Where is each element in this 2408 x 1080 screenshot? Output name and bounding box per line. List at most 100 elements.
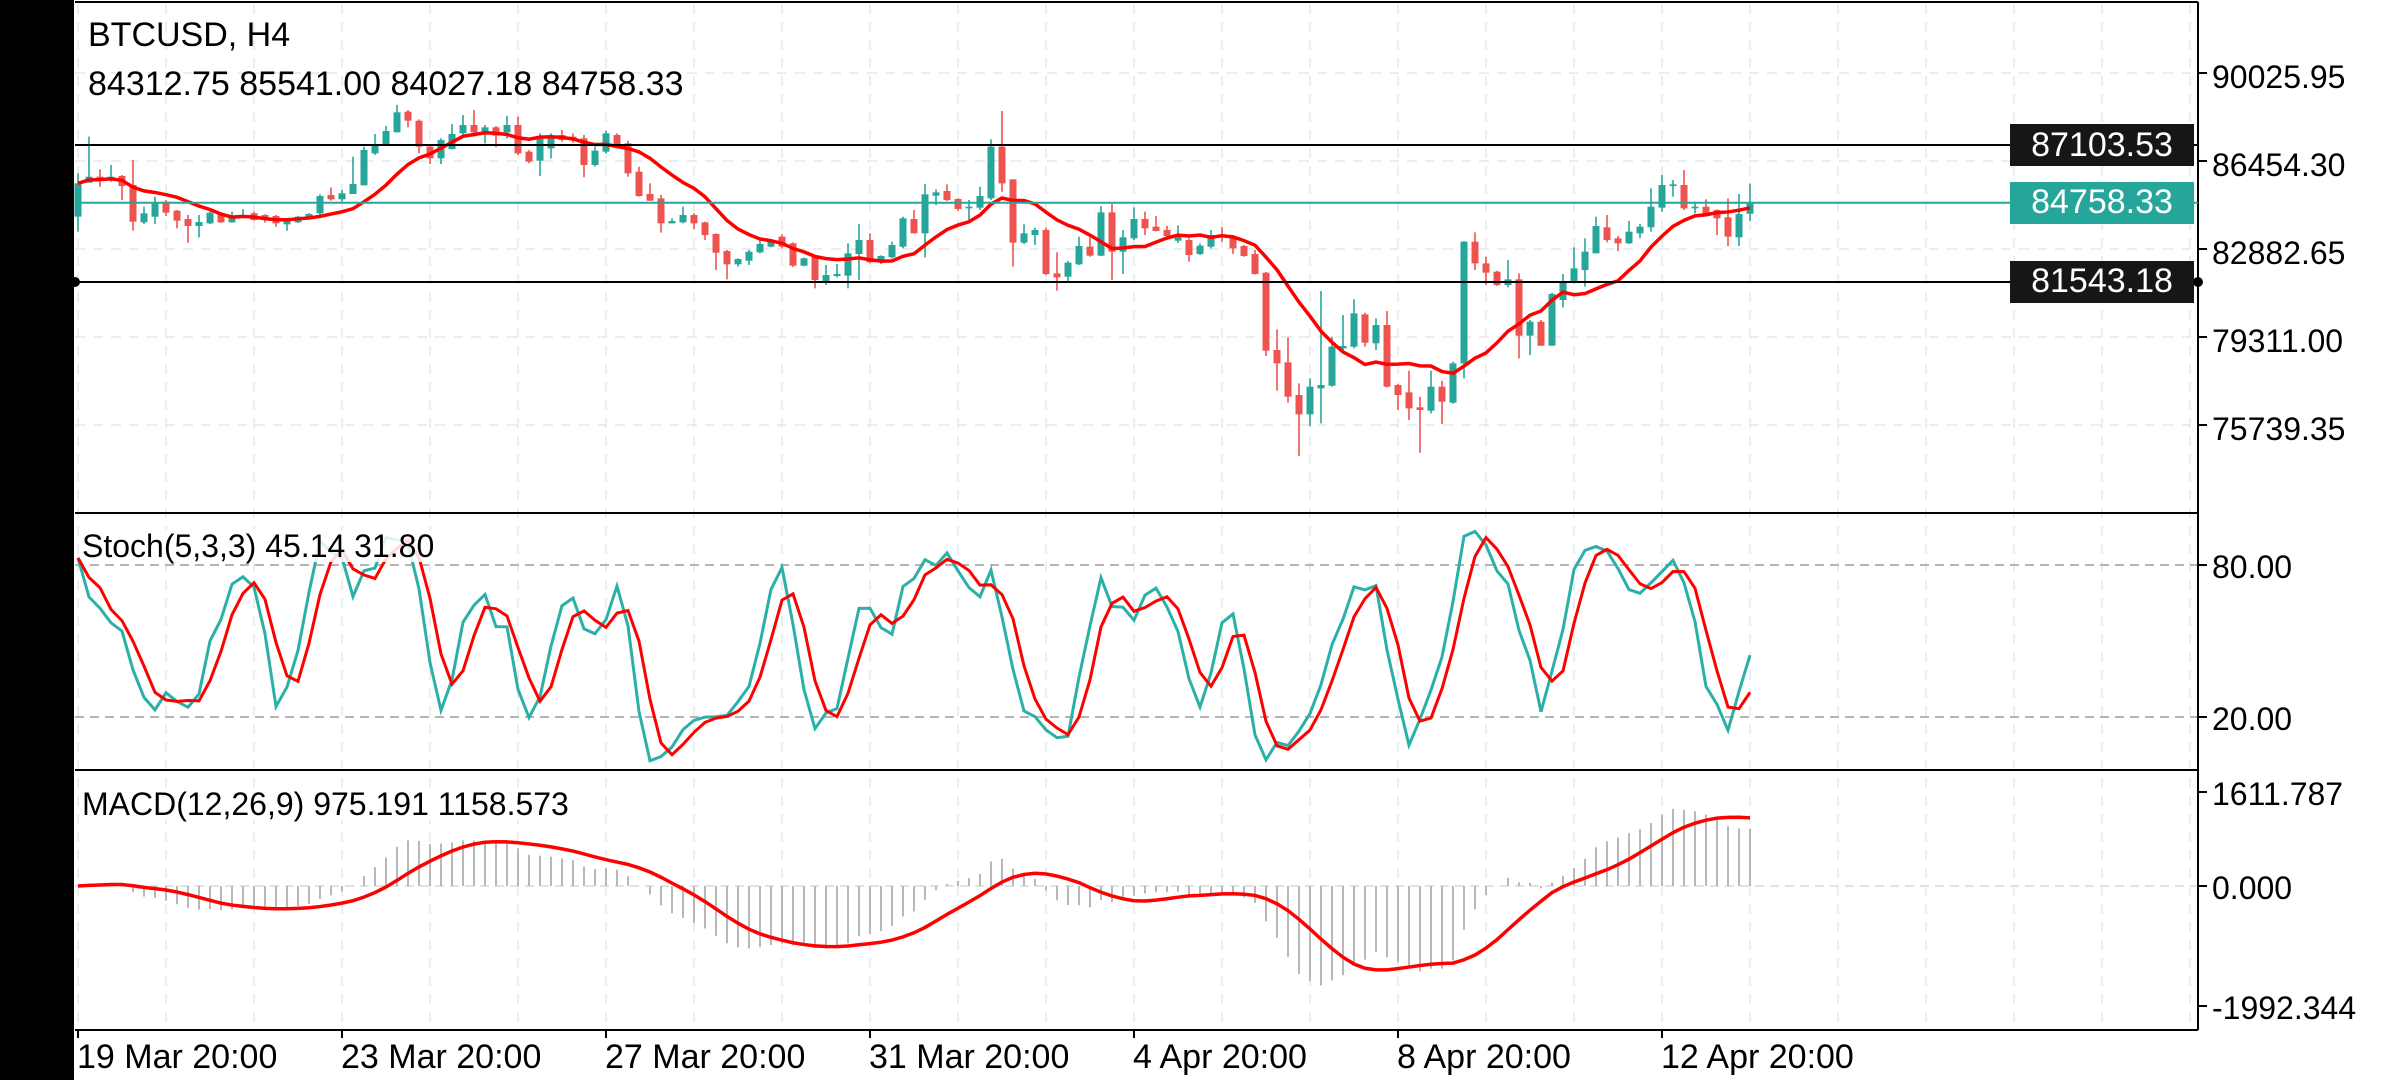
- candle[interactable]: [1207, 230, 1215, 249]
- candle[interactable]: [1042, 227, 1050, 276]
- candle[interactable]: [811, 255, 819, 289]
- candle[interactable]: [943, 184, 951, 202]
- candle[interactable]: [1240, 244, 1248, 257]
- candle[interactable]: [1581, 238, 1589, 287]
- candle[interactable]: [690, 213, 698, 230]
- candle[interactable]: [910, 210, 918, 234]
- candle[interactable]: [1372, 318, 1380, 351]
- candle[interactable]: [316, 194, 324, 216]
- candle[interactable]: [1141, 211, 1149, 236]
- candle[interactable]: [855, 224, 863, 281]
- candle[interactable]: [679, 206, 687, 224]
- candle[interactable]: [184, 215, 192, 243]
- price-level-tag[interactable]: 87103.53: [2010, 124, 2194, 166]
- candle[interactable]: [1427, 370, 1435, 414]
- candle[interactable]: [1460, 241, 1468, 379]
- candle[interactable]: [1009, 179, 1017, 267]
- candle[interactable]: [1097, 206, 1105, 257]
- candle[interactable]: [1064, 261, 1072, 282]
- candle[interactable]: [1119, 230, 1127, 275]
- candle[interactable]: [1317, 290, 1325, 424]
- candle[interactable]: [1636, 224, 1644, 239]
- candle[interactable]: [1438, 380, 1446, 425]
- candle[interactable]: [1130, 207, 1138, 241]
- candle[interactable]: [591, 146, 599, 167]
- candle[interactable]: [382, 125, 390, 145]
- candle[interactable]: [1625, 220, 1633, 245]
- candle[interactable]: [1361, 312, 1369, 347]
- candle[interactable]: [1328, 336, 1336, 387]
- candle[interactable]: [1251, 249, 1259, 275]
- candle[interactable]: [668, 218, 676, 224]
- candle[interactable]: [1570, 247, 1578, 284]
- candle[interactable]: [195, 215, 203, 238]
- candle[interactable]: [338, 190, 346, 202]
- candle[interactable]: [1471, 232, 1479, 271]
- candle[interactable]: [888, 241, 896, 259]
- candle[interactable]: [173, 210, 181, 229]
- candle[interactable]: [459, 115, 467, 136]
- candle[interactable]: [206, 211, 214, 225]
- candle[interactable]: [1592, 216, 1600, 254]
- candle[interactable]: [1053, 252, 1061, 291]
- candle[interactable]: [1350, 299, 1358, 349]
- candle[interactable]: [1086, 237, 1094, 257]
- candle[interactable]: [1284, 337, 1292, 403]
- candle[interactable]: [1614, 236, 1622, 252]
- candle[interactable]: [1020, 224, 1028, 245]
- candle[interactable]: [470, 110, 478, 137]
- candle[interactable]: [998, 111, 1006, 192]
- candle[interactable]: [1669, 180, 1677, 197]
- candle[interactable]: [1416, 396, 1424, 453]
- level-handle[interactable]: [2193, 276, 2203, 287]
- candle[interactable]: [1152, 215, 1160, 232]
- candle[interactable]: [1482, 256, 1490, 286]
- candle[interactable]: [1108, 203, 1116, 281]
- candle[interactable]: [525, 150, 533, 164]
- candle[interactable]: [151, 196, 159, 225]
- candle[interactable]: [85, 136, 93, 183]
- candle[interactable]: [404, 110, 412, 128]
- candle[interactable]: [1075, 236, 1083, 266]
- candle[interactable]: [283, 220, 291, 231]
- price-level-tag[interactable]: 84758.33: [2010, 181, 2194, 224]
- candle[interactable]: [1405, 370, 1413, 421]
- candle[interactable]: [1680, 169, 1688, 211]
- candle[interactable]: [140, 206, 148, 225]
- candle[interactable]: [701, 221, 709, 241]
- candle[interactable]: [1262, 271, 1270, 357]
- candle[interactable]: [602, 130, 610, 154]
- candle[interactable]: [844, 243, 852, 289]
- candle[interactable]: [327, 187, 335, 201]
- candle[interactable]: [1537, 320, 1545, 346]
- candle[interactable]: [349, 156, 357, 194]
- candle[interactable]: [1449, 361, 1457, 404]
- candle[interactable]: [1031, 227, 1039, 245]
- candle[interactable]: [1339, 315, 1347, 351]
- candle[interactable]: [1647, 188, 1655, 232]
- candle[interactable]: [635, 166, 643, 197]
- candle[interactable]: [360, 146, 368, 186]
- candle[interactable]: [723, 249, 731, 280]
- candle[interactable]: [1493, 270, 1501, 287]
- candle[interactable]: [1603, 215, 1611, 243]
- candle[interactable]: [1658, 175, 1666, 212]
- candle[interactable]: [1273, 329, 1281, 391]
- candle[interactable]: [987, 139, 995, 201]
- candle[interactable]: [734, 258, 742, 267]
- candle[interactable]: [745, 249, 753, 266]
- candle[interactable]: [976, 186, 984, 211]
- candle[interactable]: [1526, 320, 1534, 356]
- candle[interactable]: [1295, 383, 1303, 457]
- candle[interactable]: [1394, 384, 1402, 411]
- level-handle[interactable]: [70, 276, 80, 287]
- candle[interactable]: [1724, 198, 1732, 247]
- candle[interactable]: [1504, 260, 1512, 288]
- candle[interactable]: [415, 119, 423, 154]
- candle[interactable]: [646, 183, 654, 202]
- candle[interactable]: [1383, 311, 1391, 388]
- candle[interactable]: [1196, 243, 1204, 255]
- candle[interactable]: [657, 195, 665, 233]
- candle[interactable]: [712, 233, 720, 271]
